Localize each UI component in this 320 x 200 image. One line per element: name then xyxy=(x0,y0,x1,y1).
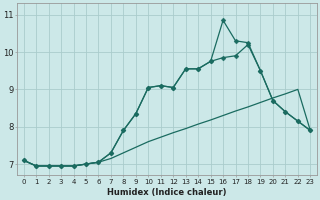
X-axis label: Humidex (Indice chaleur): Humidex (Indice chaleur) xyxy=(107,188,227,197)
